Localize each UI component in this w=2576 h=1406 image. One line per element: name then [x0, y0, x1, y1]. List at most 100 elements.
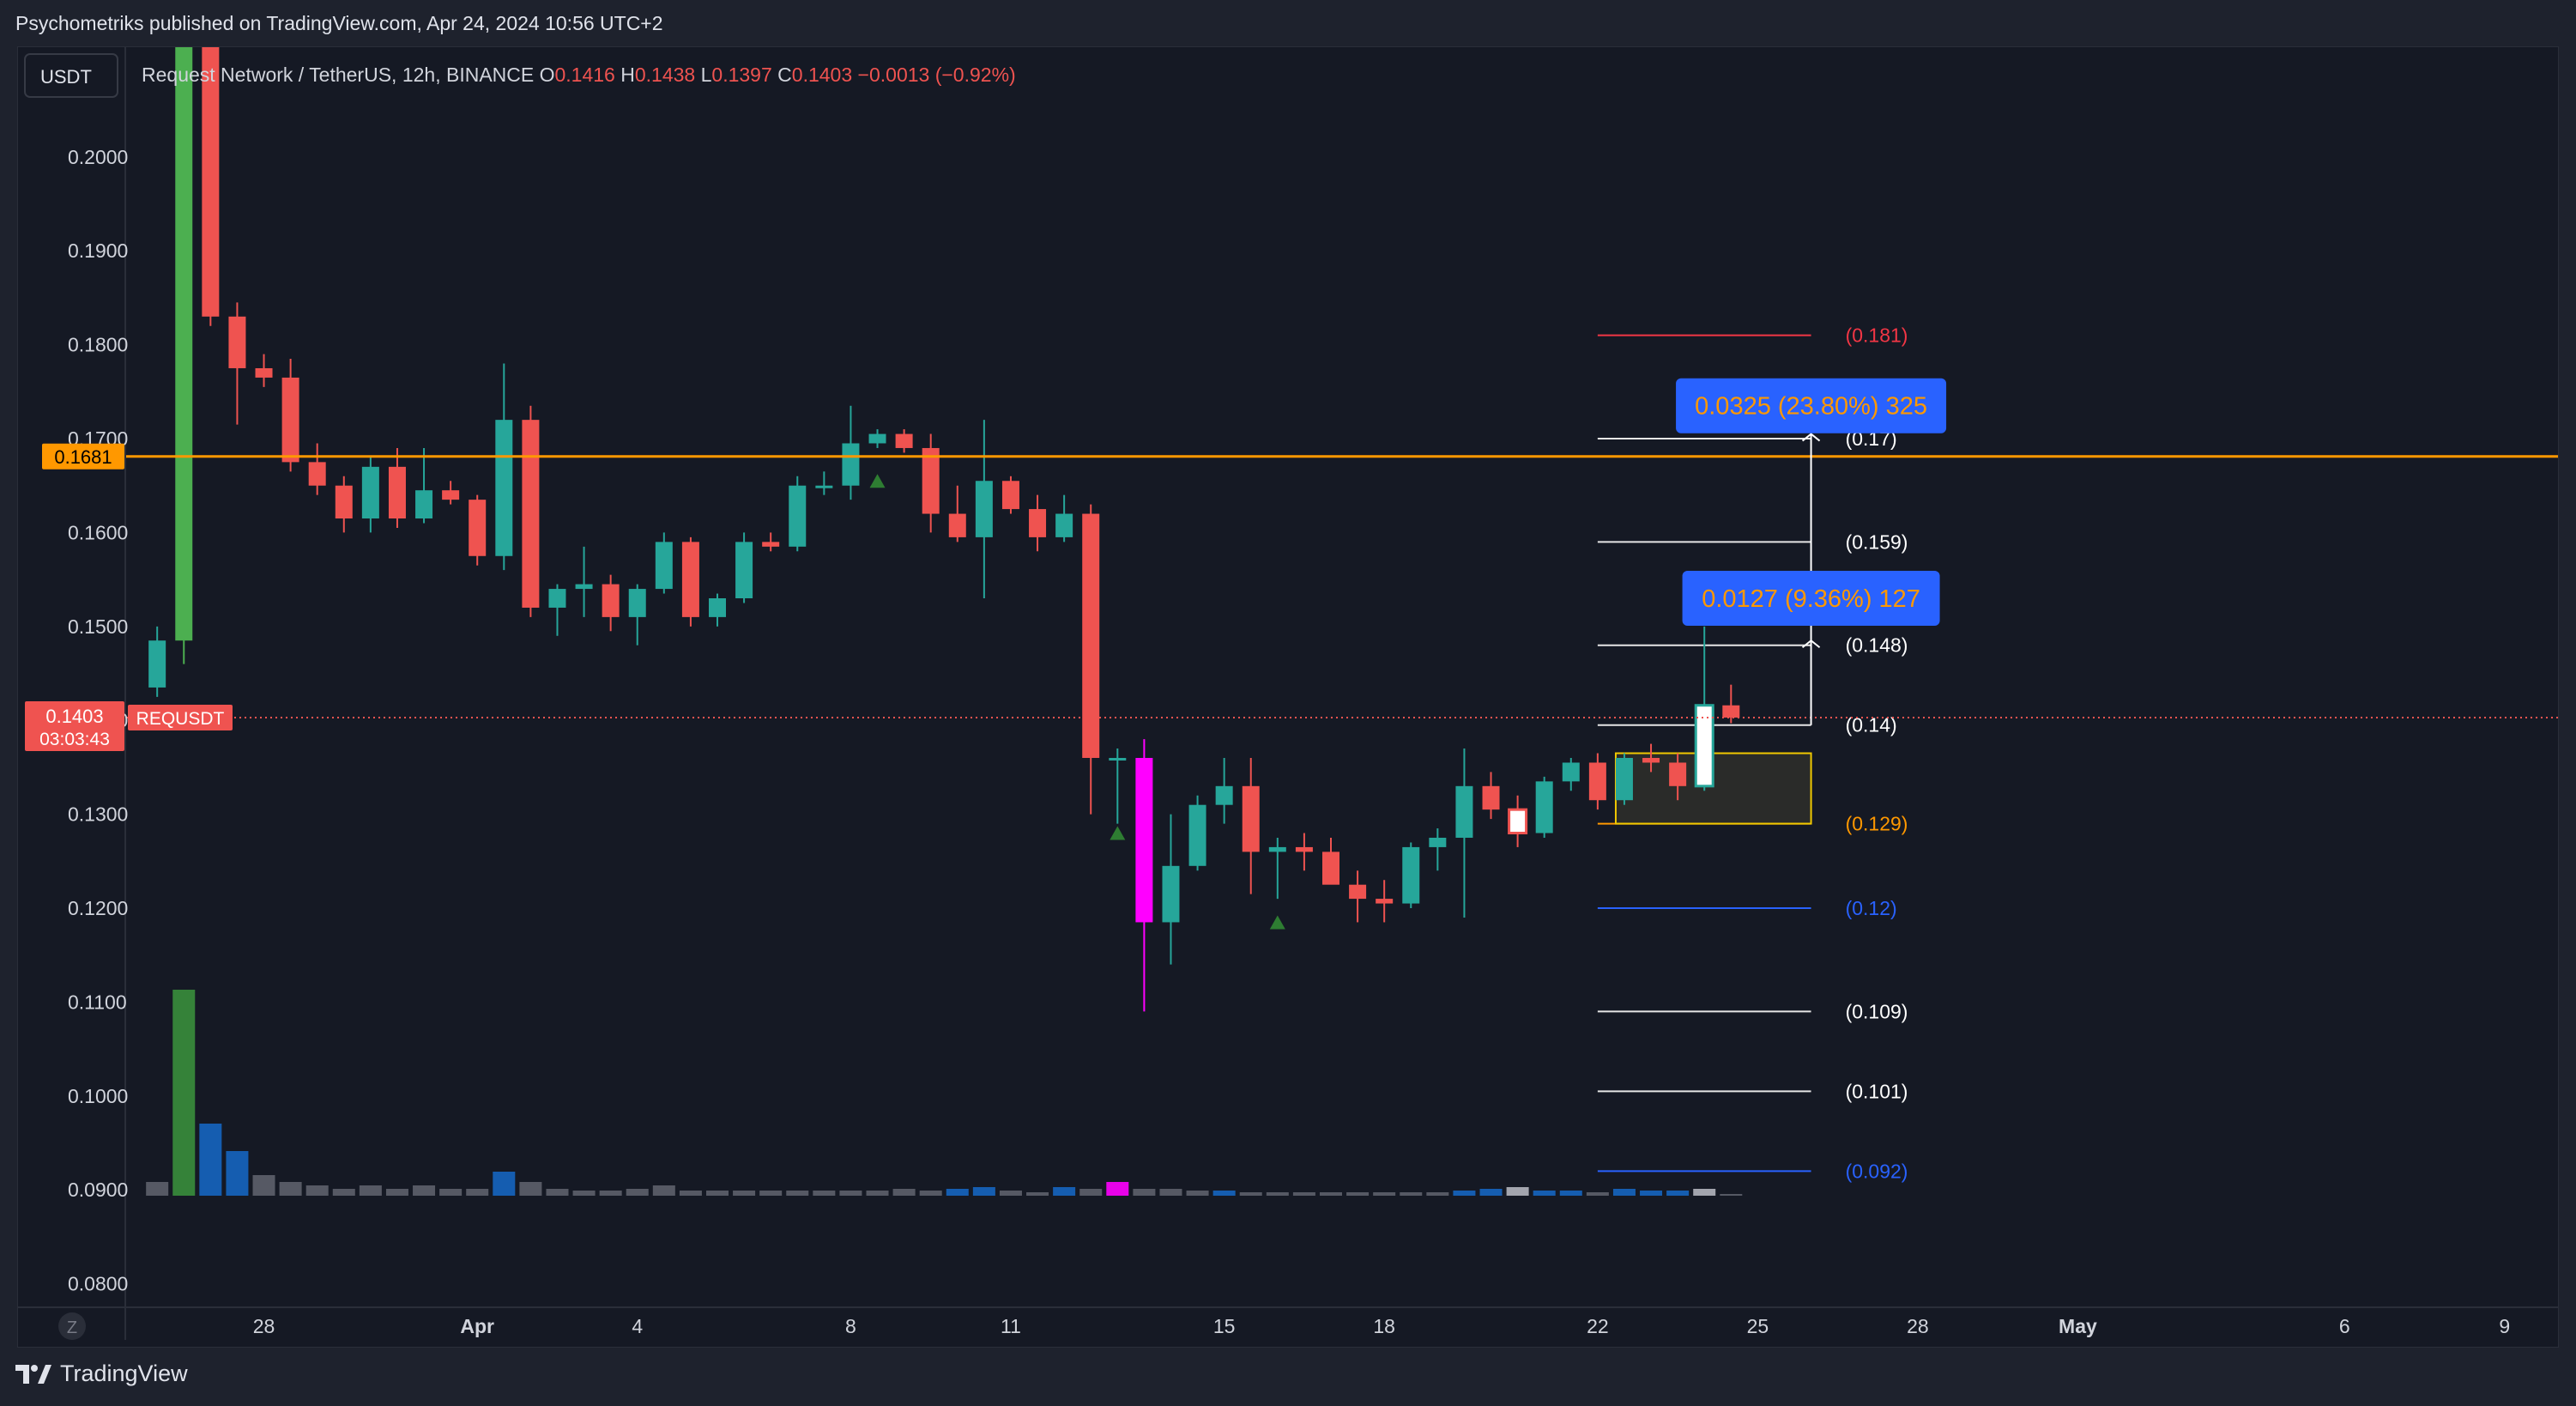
candle-body[interactable] — [681, 542, 699, 617]
y-tick-label: 0.0900 — [68, 1179, 128, 1201]
candle-body[interactable] — [868, 433, 886, 444]
volume-bar — [385, 1189, 408, 1196]
candle-body[interactable] — [735, 542, 753, 599]
candle-body[interactable] — [1242, 785, 1260, 852]
candle-body[interactable] — [175, 47, 193, 641]
candle-body[interactable] — [1615, 757, 1633, 801]
candle-body[interactable] — [548, 589, 566, 608]
volume-bar — [572, 1191, 596, 1196]
candle-body[interactable] — [1135, 757, 1153, 923]
timezone-button[interactable] — [58, 1312, 86, 1340]
candle-body[interactable] — [975, 481, 993, 537]
candle-body[interactable] — [1162, 865, 1180, 923]
candle-body[interactable] — [1562, 762, 1580, 782]
candle-body[interactable] — [1722, 705, 1740, 718]
volume-bar — [679, 1191, 702, 1196]
volume-bar — [1106, 1182, 1129, 1196]
tradingview-brand[interactable]: TradingView — [15, 1361, 188, 1387]
candle-body[interactable] — [335, 485, 353, 519]
candle-body[interactable] — [361, 466, 379, 519]
candle-body[interactable] — [308, 462, 326, 486]
volume-bar — [733, 1191, 756, 1196]
candle-body[interactable] — [948, 513, 966, 537]
measure-label-box[interactable] — [1682, 571, 1940, 627]
candle-body[interactable] — [1482, 785, 1500, 810]
buy-signal-icon — [1269, 915, 1285, 930]
x-tick-label: 8 — [845, 1315, 856, 1337]
candle-body[interactable] — [1215, 785, 1233, 805]
fib-level-label: (0.159) — [1846, 530, 1908, 553]
countdown-label: 03:03:43 — [39, 730, 110, 749]
volume-bar — [1533, 1191, 1556, 1196]
horizontal-level-tag-label: 0.1681 — [54, 446, 112, 468]
chart-panel[interactable]: (0.181) (0.17) (0.159) (0.148) (0.14) (0.129)… — [17, 46, 2559, 1348]
volume-bar — [1186, 1191, 1209, 1196]
candle-body[interactable] — [442, 490, 460, 500]
candle-body[interactable] — [789, 485, 807, 547]
candle-body[interactable] — [1349, 884, 1367, 900]
candle-body[interactable] — [1429, 837, 1447, 847]
candle-body[interactable] — [388, 466, 406, 519]
y-tick-label: 0.0800 — [68, 1273, 128, 1295]
candle-body[interactable] — [1455, 785, 1473, 838]
candle-body[interactable] — [148, 640, 166, 688]
volume-bar — [813, 1191, 836, 1196]
candle-body[interactable] — [1268, 846, 1286, 852]
candle-body[interactable] — [1055, 513, 1073, 537]
volume-bar — [1320, 1192, 1342, 1196]
volume-bars — [146, 990, 1743, 1196]
volume-bar — [305, 1185, 329, 1196]
volume-bar — [1586, 1192, 1609, 1196]
candle-body[interactable] — [762, 542, 780, 547]
candle-body[interactable] — [522, 420, 540, 608]
candle-body[interactable] — [1322, 851, 1339, 885]
candle-body[interactable] — [415, 490, 433, 519]
volume-bar — [1133, 1189, 1156, 1196]
candle-body[interactable] — [1001, 481, 1019, 510]
candle-body[interactable] — [1642, 757, 1660, 763]
candle-body[interactable] — [1402, 846, 1420, 904]
volume-bar — [759, 1191, 783, 1196]
y-tick-label: 0.1000 — [68, 1085, 128, 1107]
volume-bar — [1346, 1192, 1370, 1196]
candlestick-chart[interactable]: (0.181)(0.17)(0.159)(0.148)(0.14)(0.129)… — [18, 47, 2558, 1347]
candle-body[interactable] — [1588, 762, 1606, 801]
volume-bar — [1666, 1191, 1690, 1196]
candle-body[interactable] — [1669, 762, 1687, 786]
candle-body[interactable] — [255, 367, 273, 378]
candle-body[interactable] — [1029, 509, 1047, 537]
candle-body[interactable] — [815, 485, 833, 488]
candle-body[interactable] — [1188, 804, 1206, 866]
candle-body[interactable] — [228, 316, 246, 368]
candle-body[interactable] — [922, 447, 940, 514]
candle-body[interactable] — [495, 420, 513, 556]
volume-bar — [172, 990, 196, 1196]
candle-body[interactable] — [1694, 704, 1714, 788]
candle-body[interactable] — [628, 589, 646, 617]
candle-body[interactable] — [1082, 513, 1100, 758]
candle-body[interactable] — [1535, 781, 1553, 833]
candle-body[interactable] — [842, 443, 860, 486]
x-tick-label: 15 — [1213, 1315, 1236, 1337]
candle-body[interactable] — [1508, 808, 1528, 835]
candle-body[interactable] — [202, 47, 220, 317]
candle-body[interactable] — [709, 598, 726, 617]
fib-level-label: (0.148) — [1846, 634, 1908, 657]
candle-body[interactable] — [1109, 757, 1127, 761]
candle-body[interactable] — [655, 542, 673, 590]
last-price-label: 0.1403 — [45, 706, 103, 727]
candles — [148, 47, 1740, 1012]
volume-bar — [332, 1189, 355, 1196]
currency-button[interactable] — [24, 53, 118, 98]
candle-body[interactable] — [1295, 846, 1313, 852]
volume-bar — [1426, 1192, 1449, 1196]
candle-body[interactable] — [1376, 899, 1394, 904]
candle-body[interactable] — [469, 500, 487, 556]
candle-body[interactable] — [281, 377, 299, 463]
measure-label-box[interactable] — [1676, 378, 1947, 433]
candle-body[interactable] — [575, 584, 593, 590]
volume-bar — [1453, 1191, 1476, 1196]
candle-body[interactable] — [895, 433, 913, 448]
candle-body[interactable] — [602, 584, 620, 617]
y-tick-label: 0.1600 — [68, 521, 128, 543]
